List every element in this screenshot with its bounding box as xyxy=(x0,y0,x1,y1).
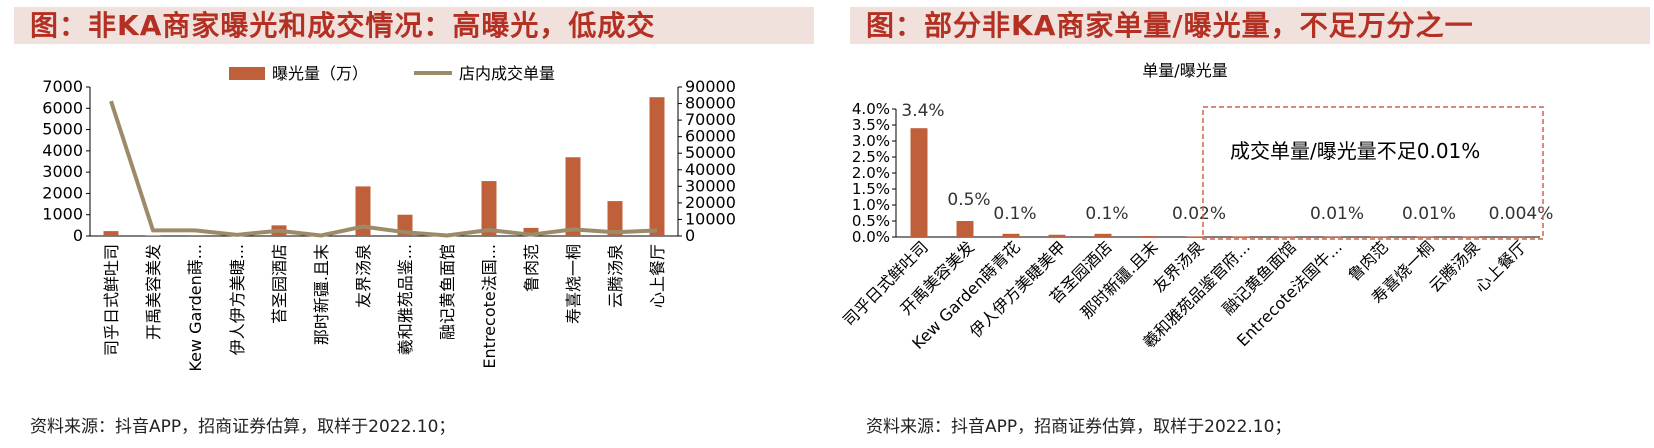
bar-exposure xyxy=(607,201,623,236)
line-orders xyxy=(109,100,658,238)
left-chart-panel: 图：非KA商家曝光和成交情况：高曝光，低成交 0 1000 2000 3000 4000… xyxy=(14,0,814,448)
data-label: 0.5% xyxy=(947,190,990,210)
data-label: 0.1% xyxy=(993,204,1036,224)
y-tick-label-left: 3000 xyxy=(42,162,83,181)
bar-rate xyxy=(1140,236,1158,237)
bar-exposure xyxy=(481,181,497,236)
bar-exposure xyxy=(523,227,539,236)
x-tick-label: 开禹美容美发 xyxy=(144,244,163,340)
bar-rate xyxy=(956,221,974,237)
y-tick-label-right: 30000 xyxy=(685,176,736,195)
y-tick-label-left: 6000 xyxy=(42,98,83,117)
y-tick-label: 2.5% xyxy=(852,148,890,166)
x-tick-label: 心上餐厅 xyxy=(648,244,667,308)
x-tick-label: 司乎日式鲜吐司 xyxy=(102,244,121,356)
y-tick-label-right: 20000 xyxy=(685,193,736,212)
bar-exposure xyxy=(187,235,203,236)
y-tick-label-left: 0 xyxy=(73,226,83,245)
y-tick-label-left: 1000 xyxy=(42,205,83,224)
y-tick-label: 1.0% xyxy=(852,196,890,214)
y-tick-label-left: 7000 xyxy=(42,77,83,96)
chart-subtitle: 单量/曝光量 xyxy=(1142,61,1227,80)
y-tick-label: 0.0% xyxy=(852,228,890,246)
y-tick-label-left: 4000 xyxy=(42,141,83,160)
y-tick-label-right: 50000 xyxy=(685,143,736,162)
x-tick-label: 羲和雅苑品鉴... xyxy=(396,244,415,355)
y-tick-label-right: 80000 xyxy=(685,94,736,113)
y-tick-label: 3.0% xyxy=(852,132,890,150)
order-rate-chart: 单量/曝光量0.0%0.5%1.0%1.5%2.0%2.5%3.0%3.5%4.… xyxy=(839,61,1554,353)
y-tick-label-right: 70000 xyxy=(685,110,736,129)
bar-exposure xyxy=(145,235,161,236)
bar-rate xyxy=(1232,236,1250,237)
right-chart-panel: 图：部分非KA商家单量/曝光量，不足万分之一 单量/曝光量 0.0% 0.5% 1.0… xyxy=(839,0,1650,448)
bar-exposure xyxy=(355,186,371,236)
y-tick-label: 3.5% xyxy=(852,116,890,134)
bar-rate xyxy=(1048,234,1066,237)
x-tick-label: 伊人伊方美睫... xyxy=(228,244,247,355)
x-tick-label: Entrecote法国... xyxy=(480,244,499,369)
annotation-box xyxy=(1202,106,1544,240)
y-tick-label-left: 5000 xyxy=(42,120,83,139)
exposure-orders-chart: 0100020003000400050006000700001000020000… xyxy=(42,64,736,372)
x-tick-label: 心上餐厅 xyxy=(1471,237,1530,296)
y-tick-label: 2.0% xyxy=(852,164,890,182)
y-tick-label-right: 60000 xyxy=(685,127,736,146)
y-tick-label-right: 10000 xyxy=(685,209,736,228)
data-label: 3.4% xyxy=(901,101,944,121)
bar-rate xyxy=(910,128,928,237)
annotation-text: 成交单量/曝光量不足0.01% xyxy=(1230,139,1480,163)
bar-exposure xyxy=(649,97,665,237)
x-tick-label: 寿喜烧一桐 xyxy=(564,244,583,324)
bar-exposure xyxy=(565,157,581,236)
x-tick-label: 友界汤泉 xyxy=(354,244,373,308)
y-tick-label-left: 2000 xyxy=(42,183,83,202)
y-tick-label: 0.5% xyxy=(852,212,890,230)
data-label: 0.02% xyxy=(1172,204,1226,224)
bar-exposure xyxy=(103,231,119,236)
source-note: 资料来源：抖音APP，招商证券估算，取样于2022.10； xyxy=(866,417,1292,437)
chart-title: 图：部分非KA商家单量/曝光量，不足万分之一 xyxy=(866,9,1474,42)
x-tick-label: 融记黄鱼面馆 xyxy=(438,244,457,340)
y-tick-label-right: 90000 xyxy=(685,77,736,96)
data-label: 0.004% xyxy=(1489,204,1554,224)
data-label: 0.01% xyxy=(1310,204,1364,224)
chart-title: 图：非KA商家曝光和成交情况：高曝光，低成交 xyxy=(30,9,656,42)
data-label: 0.01% xyxy=(1402,204,1456,224)
y-tick-label-right: 40000 xyxy=(685,160,736,179)
x-tick-label: 鲁肉范 xyxy=(522,244,541,292)
source-note: 资料来源：抖音APP，招商证券估算，取样于2022.10； xyxy=(30,417,456,437)
x-tick-label: 云腾汤泉 xyxy=(606,244,625,308)
legend-label-line: 店内成交单量 xyxy=(459,64,555,83)
x-tick-label: Kew Garden蒔... xyxy=(186,244,205,372)
legend-swatch-bar xyxy=(229,67,265,80)
y-tick-label: 1.5% xyxy=(852,180,890,198)
title-bar: 图：非KA商家曝光和成交情况：高曝光，低成交 xyxy=(14,7,814,44)
title-bar: 图：部分非KA商家单量/曝光量，不足万分之一 xyxy=(850,7,1650,44)
y-tick-label: 4.0% xyxy=(852,100,890,118)
y-tick-label-right: 0 xyxy=(685,226,695,245)
legend-label-bar: 曝光量（万） xyxy=(272,64,368,83)
data-label: 0.1% xyxy=(1085,204,1128,224)
bar-rate xyxy=(1002,233,1020,237)
x-tick-label: 苔圣园酒店 xyxy=(270,244,289,324)
bar-rate xyxy=(1186,236,1204,237)
bar-rate xyxy=(1094,233,1112,237)
x-tick-label: 那时新疆.且末 xyxy=(312,244,331,345)
